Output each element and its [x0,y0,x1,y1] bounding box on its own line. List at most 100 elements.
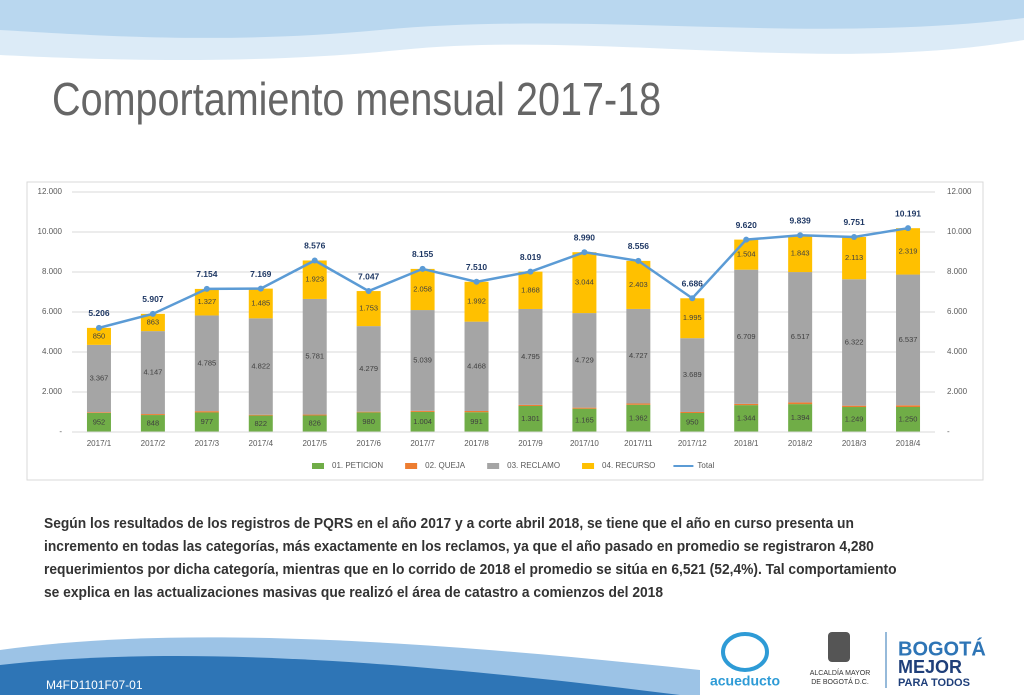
y2-tick-label: 8.000 [947,267,968,276]
data-label: 1.504 [737,250,756,259]
legend-swatch [487,463,500,469]
line-point [365,288,372,295]
bar-segment [788,235,813,273]
data-label: 991 [470,417,483,426]
x-tick-label: 2017/2 [141,439,166,448]
data-label: 6.537 [899,335,918,344]
line-point [95,324,102,331]
y2-tick-label: 12.000 [947,187,972,196]
legend-swatch [312,463,324,469]
data-label: 4.729 [575,355,594,364]
data-label: 6.517 [791,332,810,341]
x-tick-label: 2017/3 [195,439,220,448]
x-tick-label: 2017/10 [570,439,599,448]
bar-segment [248,415,273,432]
line-point [527,268,534,275]
legend-label: 02. QUEJA [425,461,466,470]
legend-label: 04. RECURSO [602,461,655,470]
y-tick-label: 10.000 [38,227,63,236]
data-label: 2.403 [629,280,648,289]
data-label: 4.279 [359,364,378,373]
bar-segment [896,407,921,432]
acueducto-icon [721,632,769,672]
bar-segment [842,279,867,406]
data-label: 6.322 [845,337,864,346]
x-tick-label: 2017/8 [464,439,489,448]
line-point [203,285,210,292]
bar-segment [248,288,273,319]
y-tick-label: 6.000 [42,307,63,316]
y2-tick-label: 6.000 [947,307,968,316]
bar-segment [896,228,921,275]
legend-swatch [405,463,418,469]
line-point [905,225,912,232]
data-label: 4.727 [629,351,648,360]
shield-icon [828,632,850,662]
bar-segment [518,404,543,406]
total-label: 7.047 [358,271,380,281]
bar-segment [248,318,273,415]
bar-segment [356,411,381,413]
data-label: 1.843 [791,249,810,258]
y-tick-label: 2.000 [42,387,63,396]
bar-segment [86,327,111,345]
data-label: 3.044 [575,278,594,287]
bar-segment [464,281,489,322]
y2-tick-label: 10.000 [947,227,972,236]
y2-tick-label: - [947,427,950,436]
bar-segment [356,412,381,432]
data-label: 4.468 [467,361,486,370]
data-label: 822 [255,419,268,428]
data-label: 1.327 [197,297,216,306]
x-tick-label: 2017/5 [302,439,327,448]
bar-segment [518,271,543,309]
bar-segment [464,412,489,432]
bar-segment [680,413,705,432]
bar-segment [734,405,759,432]
y2-tick-label: 4.000 [947,347,968,356]
bar-segment [302,414,327,416]
slide-title: Comportamiento mensual 2017-18 [52,73,662,125]
total-label: 7.169 [250,269,272,279]
bar-segment [194,412,219,432]
data-label: 850 [93,331,106,340]
data-label: 980 [362,417,375,426]
logo-text: PARA TODOS [898,677,970,689]
data-label: 1.004 [413,417,432,426]
bar-segment [194,315,219,412]
bar-segment [680,338,705,412]
paragraph-line: Según los resultados de los registros de… [44,515,854,532]
data-label: 5.781 [305,352,324,361]
total-label: 9.839 [790,215,812,225]
line-point [419,265,426,272]
total-label: 6.686 [682,279,704,289]
line-point [743,236,750,243]
bar-segment [302,298,327,415]
bar-segment [842,236,867,280]
data-label: 2.319 [899,246,918,255]
bar-segment [140,414,165,416]
bar-segment [788,404,813,432]
paragraph-line: se explica en las actualizaciones masiva… [44,584,664,601]
total-label: 8.556 [628,241,650,251]
total-label: 8.990 [574,232,596,242]
logo-text: DE BOGOTÁ D.C. [811,677,869,686]
data-label: 1.344 [737,414,756,423]
data-label: 2.113 [845,253,863,262]
line-point [797,232,804,239]
bar-segment [194,411,219,413]
bar-segment [734,239,759,270]
top-wave-dark [0,0,1024,38]
x-tick-label: 2017/1 [87,439,112,448]
total-label: 5.206 [88,308,110,318]
total-label: 9.751 [843,217,865,227]
total-label: 10.191 [895,208,921,218]
bar-segment [410,410,435,412]
data-label: 1.868 [521,285,540,294]
data-label: 2.058 [413,284,432,293]
bar-segment [626,404,651,432]
bottom-wave-dark [0,656,680,695]
data-label: 1.995 [683,313,702,322]
